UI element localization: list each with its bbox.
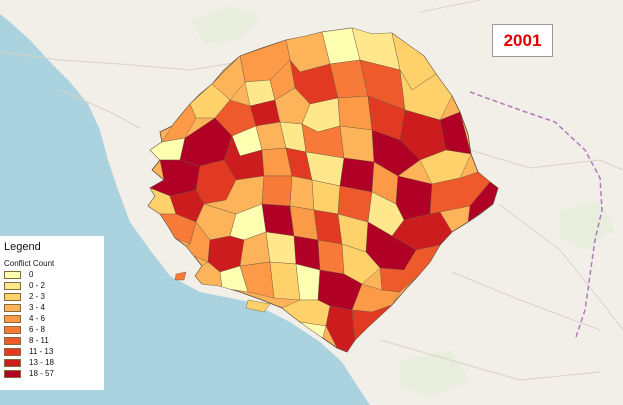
chiefdom-region[interactable] — [313, 209, 343, 245]
chiefdom-region[interactable] — [337, 95, 373, 131]
chiefdom-region[interactable] — [269, 261, 301, 301]
legend-item: 2 - 3 — [4, 291, 104, 302]
chiefdom-region[interactable] — [289, 175, 315, 211]
legend-range-label: 13 - 18 — [29, 358, 54, 367]
legend-range-label: 18 - 57 — [29, 369, 54, 378]
island — [174, 271, 187, 281]
legend-range-label: 0 — [29, 270, 34, 279]
chiefdom-region[interactable] — [339, 125, 375, 163]
legend-item: 3 - 4 — [4, 302, 104, 313]
legend-range-label: 6 - 8 — [29, 325, 46, 334]
chiefdom-region[interactable] — [289, 205, 319, 241]
legend-swatch — [4, 292, 21, 301]
island — [245, 299, 271, 313]
legend-range-label: 8 - 11 — [29, 336, 49, 345]
legend-swatch — [4, 303, 21, 312]
land-patch — [400, 350, 470, 398]
chiefdom-region[interactable] — [295, 263, 321, 301]
legend-swatch — [4, 369, 21, 378]
chiefdom-region[interactable] — [371, 129, 421, 177]
legend-item: 13 - 18 — [4, 357, 104, 368]
chiefdom-regions — [148, 28, 498, 352]
legend-swatch — [4, 314, 21, 323]
chiefdom-region[interactable] — [341, 243, 381, 285]
legend-range-label: 4 - 6 — [29, 314, 46, 323]
roads — [0, 0, 623, 381]
chiefdom-region[interactable] — [351, 304, 393, 341]
legend-swatch — [4, 270, 21, 279]
legend-swatch — [4, 336, 21, 345]
chiefdom-region[interactable] — [265, 231, 297, 265]
chiefdom-region[interactable] — [467, 181, 498, 223]
legend: Legend Conflict Count 0 0 - 2 2 - 3 3 - … — [0, 236, 104, 390]
year-label: 2001 — [503, 30, 542, 50]
land-patch — [190, 6, 260, 44]
legend-range-label: 11 - 13 — [29, 347, 54, 356]
legend-item: 0 — [4, 269, 104, 280]
legend-range-label: 3 - 4 — [29, 303, 46, 312]
international-border — [469, 91, 603, 341]
legend-swatch — [4, 281, 21, 290]
chiefdom-region[interactable] — [419, 149, 472, 185]
legend-item: 8 - 11 — [4, 335, 104, 346]
chiefdom-region[interactable] — [261, 203, 295, 237]
legend-swatch — [4, 358, 21, 367]
chiefdom-region[interactable] — [317, 239, 345, 275]
legend-swatch — [4, 347, 21, 356]
land-patch — [560, 200, 615, 250]
legend-swatch — [4, 325, 21, 334]
chiefdom-region[interactable] — [395, 175, 433, 221]
chiefdom-region[interactable] — [311, 179, 341, 215]
legend-item: 18 - 57 — [4, 368, 104, 379]
legend-range-label: 0 - 2 — [29, 281, 46, 290]
legend-item: 11 - 13 — [4, 346, 104, 357]
legend-items: 0 0 - 2 2 - 3 3 - 4 4 - 6 6 - 8 8 - 11 1… — [4, 269, 104, 379]
chiefdom-region[interactable] — [161, 103, 197, 143]
legend-range-label: 2 - 3 — [29, 292, 46, 301]
legend-subtitle: Conflict Count — [4, 259, 55, 268]
legend-item: 6 - 8 — [4, 324, 104, 335]
legend-item: 0 - 2 — [4, 280, 104, 291]
legend-title: Legend — [4, 241, 41, 253]
year-box: 2001 — [492, 24, 553, 57]
legend-item: 4 - 6 — [4, 313, 104, 324]
chiefdom-region[interactable] — [261, 175, 293, 207]
